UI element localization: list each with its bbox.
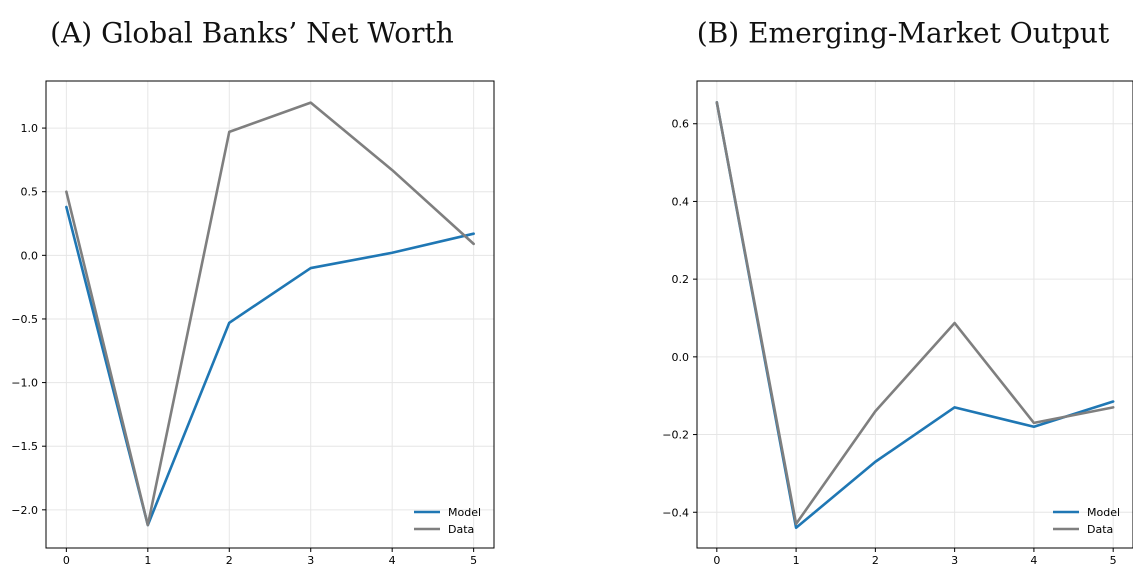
legend: Model Data xyxy=(414,506,481,536)
y-tick-label: −0.5 xyxy=(11,313,38,326)
x-tick-label: 2 xyxy=(872,554,879,565)
chart-panel-1: (B) Emerging-Market Output 0 1 2 3 4 5 −0.4 −0.2… xyxy=(662,17,1133,565)
legend-label-data: Data xyxy=(1087,523,1113,536)
x-tick-label: 1 xyxy=(793,554,800,565)
x-tick-label: 3 xyxy=(951,554,958,565)
x-tick-label: 1 xyxy=(144,554,151,565)
y-tick-label: −2.0 xyxy=(11,504,38,517)
chart-title: (B) Emerging-Market Output xyxy=(697,17,1110,50)
x-tick-label: 2 xyxy=(226,554,233,565)
y-tick-label: −0.4 xyxy=(662,506,689,519)
y-tick-label: 1.0 xyxy=(21,122,39,135)
y-tick-label: 0.0 xyxy=(672,351,690,364)
y-tick-label: 0.2 xyxy=(672,273,690,286)
plot-frame xyxy=(45,80,495,549)
plot-frame xyxy=(696,80,1133,549)
y-tick-label: −1.0 xyxy=(11,377,38,390)
x-tick-label: 4 xyxy=(1030,554,1037,565)
series-line-data xyxy=(715,101,1115,526)
x-tick-label: 4 xyxy=(389,554,396,565)
y-tick-label: 0.0 xyxy=(21,249,39,262)
x-tick-label: 3 xyxy=(307,554,314,565)
x-tick-label: 0 xyxy=(63,554,70,565)
x-tick-label: 5 xyxy=(470,554,477,565)
series-line-data xyxy=(65,101,475,527)
legend-label-model: Model xyxy=(1087,506,1120,519)
chart-title: (A) Global Banks’ Net Worth xyxy=(50,17,454,50)
y-tick-label: 0.4 xyxy=(672,195,690,208)
legend-label-model: Model xyxy=(448,506,481,519)
y-tick-label: 0.6 xyxy=(672,118,690,131)
x-tick-label: 0 xyxy=(713,554,720,565)
legend: Model Data xyxy=(1053,506,1120,536)
y-tick-label: 0.5 xyxy=(21,186,39,199)
y-tick-label: −0.2 xyxy=(662,429,689,442)
y-tick-label: −1.5 xyxy=(11,440,38,453)
legend-label-data: Data xyxy=(448,523,474,536)
x-tick-label: 5 xyxy=(1110,554,1117,565)
series-line-model xyxy=(65,205,475,527)
series-line-model xyxy=(715,101,1115,530)
chart-panel-0: (A) Global Banks’ Net Worth 0 1 2 3 4 5 −2.0 −1.… xyxy=(11,17,495,565)
